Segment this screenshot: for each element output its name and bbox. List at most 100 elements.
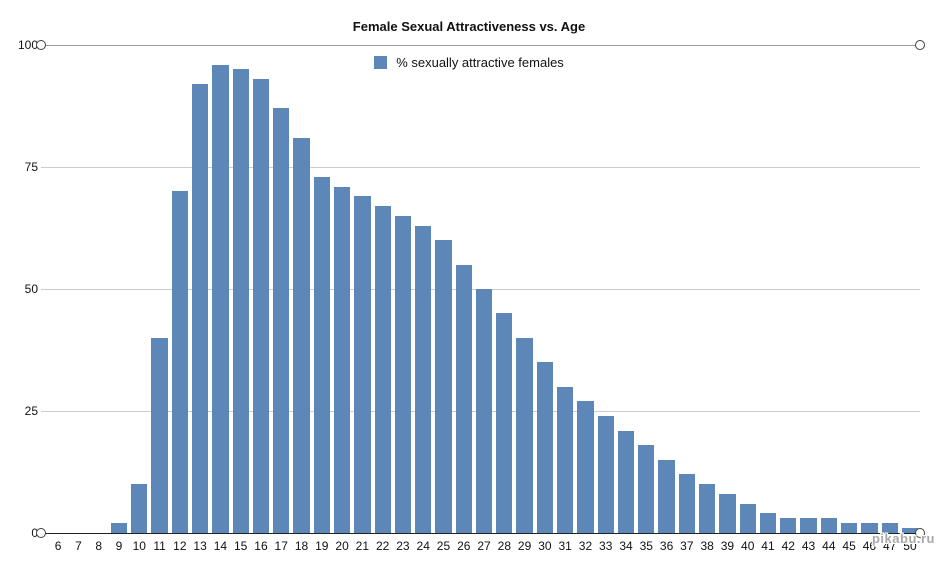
legend: % sexually attractive females <box>0 55 938 70</box>
gridline-100 <box>41 45 920 46</box>
bar-age-16 <box>252 79 270 533</box>
axis-endpoint-handle <box>915 528 925 538</box>
bar-slot <box>68 45 88 533</box>
bar-slot <box>717 45 737 533</box>
x-tick-label: 14 <box>213 539 228 553</box>
x-tick-label: 28 <box>497 539 511 553</box>
x-tick-label: 32 <box>578 539 593 553</box>
y-tick-label: 0 <box>31 526 38 540</box>
bar-age-31 <box>557 386 574 533</box>
legend-swatch-icon <box>374 56 388 69</box>
bar-age-29 <box>516 337 533 533</box>
bar-age-45 <box>840 523 858 533</box>
chart-title: Female Sexual Attractiveness vs. Age <box>352 19 586 34</box>
bar-age-26 <box>455 264 472 533</box>
bar-age-25 <box>435 240 452 533</box>
x-tick-label: 29 <box>517 539 532 553</box>
bar-age-27 <box>475 289 493 533</box>
bar-slot <box>778 45 798 533</box>
x-tick-label: 18 <box>294 539 309 553</box>
bar-slot <box>474 45 494 533</box>
bar-age-50 <box>901 528 919 533</box>
bar-age-14 <box>212 64 229 533</box>
bar-slot <box>454 45 474 533</box>
x-tick-label: 33 <box>599 539 613 553</box>
x-tick-label: 19 <box>315 539 329 553</box>
bar-slot <box>190 45 210 533</box>
x-tick-label: 7 <box>75 539 82 553</box>
x-tick-label: 42 <box>781 539 795 553</box>
x-tick-label: 35 <box>639 539 653 553</box>
x-tick-label: 21 <box>355 539 370 553</box>
bar-age-46 <box>861 523 878 533</box>
bar-age-35 <box>638 445 655 533</box>
bar-slot <box>677 45 697 533</box>
x-tick-label: 41 <box>761 539 775 553</box>
bar-slot <box>231 45 251 533</box>
bar-age-13 <box>191 84 209 533</box>
bar-slot <box>555 45 575 533</box>
bar-age-39 <box>719 493 736 533</box>
x-tick-label: 46 <box>862 539 877 553</box>
bar-slot <box>819 45 839 533</box>
bar-age-47 <box>881 523 898 533</box>
x-tick-label: 38 <box>700 539 714 553</box>
x-tick-label: 11 <box>153 539 166 553</box>
x-tick-label: 9 <box>115 539 123 553</box>
bar-age-17 <box>273 108 290 533</box>
bar-slot <box>352 45 372 533</box>
axis-endpoint-handle <box>36 528 46 538</box>
bar-age-11 <box>151 337 168 533</box>
x-tick-label: 13 <box>193 539 207 553</box>
x-tick-label: 44 <box>822 539 836 553</box>
bar-slot <box>616 45 636 533</box>
bar-slot <box>149 45 169 533</box>
bar-age-22 <box>374 206 391 533</box>
bar-slot <box>494 45 514 533</box>
axis-endpoint-handle <box>915 40 925 50</box>
x-tick-label: 26 <box>457 539 471 553</box>
x-tick-label: 43 <box>801 539 816 553</box>
x-tick-label: 27 <box>477 539 491 553</box>
bar-slot <box>697 45 717 533</box>
x-tick-label: 15 <box>233 539 248 553</box>
watermark: pikabu.ru <box>871 531 935 546</box>
bar-slot <box>312 45 332 533</box>
bar-age-9 <box>110 523 128 533</box>
bar-slot <box>373 45 393 533</box>
y-tick-label: 75 <box>24 160 38 174</box>
bar-slot <box>129 45 149 533</box>
y-tick-label: 100 <box>17 38 38 52</box>
bar-age-23 <box>394 215 412 533</box>
bar-slot <box>48 45 68 533</box>
x-tick-label: 8 <box>95 539 103 553</box>
bar-age-18 <box>293 137 310 533</box>
bar-slot <box>656 45 676 533</box>
bar-age-15 <box>232 69 249 533</box>
x-tick-label: 34 <box>619 539 633 553</box>
bar-age-44 <box>820 518 837 533</box>
bar-slot <box>433 45 453 533</box>
legend-label: % sexually attractive females <box>396 55 564 70</box>
bar-slot <box>636 45 656 533</box>
bar-slot <box>413 45 433 533</box>
x-tick-label: 30 <box>538 539 552 553</box>
bar-age-37 <box>678 474 695 533</box>
x-tick-label: 37 <box>680 539 694 553</box>
x-tick-label: 39 <box>720 539 735 553</box>
bar-slot <box>738 45 758 533</box>
bar-slot <box>89 45 109 533</box>
bar-slot <box>575 45 595 533</box>
bar-age-24 <box>415 225 432 533</box>
gridline-0 <box>41 533 920 534</box>
bar-age-32 <box>577 401 594 533</box>
y-tick-label: 50 <box>24 282 38 296</box>
x-tick-label: 23 <box>396 539 410 553</box>
bar-slot <box>291 45 311 533</box>
bar-age-41 <box>759 513 777 533</box>
bar-slot <box>271 45 291 533</box>
x-tick-label: 17 <box>274 539 288 553</box>
bar-age-19 <box>313 176 330 533</box>
bar-slot <box>109 45 129 533</box>
bar-slot <box>210 45 230 533</box>
